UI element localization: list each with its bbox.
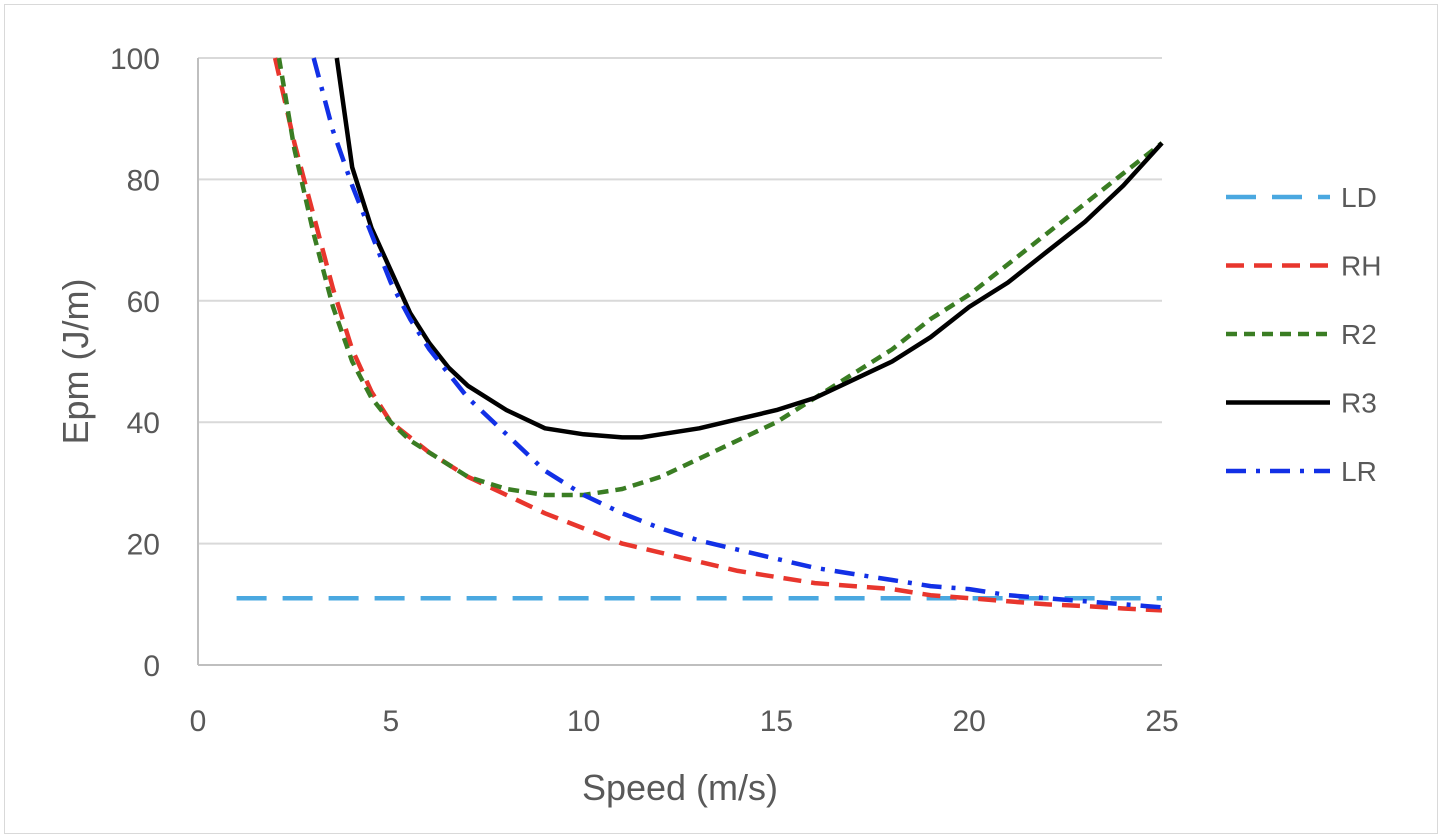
gridlines — [198, 57, 1162, 545]
y-tick-label: 0 — [143, 650, 160, 683]
legend-label-r2: R2 — [1341, 319, 1377, 350]
legend-label-rh: RH — [1341, 251, 1381, 282]
x-tick-label: 5 — [382, 705, 399, 738]
legend: LD RH R2 R3 LR — [1226, 182, 1381, 487]
x-tick-label: 20 — [953, 705, 986, 738]
axes — [197, 58, 1162, 666]
x-tick-label: 25 — [1145, 705, 1178, 738]
series-lines — [236, 57, 1164, 613]
y-axis-title: Epm (J/m) — [55, 279, 96, 445]
x-tick-label: 0 — [190, 705, 207, 738]
series-line-rh — [272, 57, 1163, 613]
legend-label-ld: LD — [1341, 182, 1377, 213]
x-tick-label: 15 — [760, 705, 793, 738]
series-line-r2 — [276, 57, 1164, 498]
x-tick-label: 10 — [567, 705, 600, 738]
y-tick-label: 100 — [110, 43, 160, 76]
legend-label-r3: R3 — [1341, 388, 1377, 419]
x-axis-title: Speed (m/s) — [582, 767, 778, 808]
series-line-lr — [311, 57, 1163, 610]
y-tick-label: 20 — [127, 529, 160, 562]
legend-label-lr: LR — [1341, 456, 1377, 487]
y-tick-label: 40 — [127, 407, 160, 440]
y-tick-label: 80 — [127, 164, 160, 197]
tick-labels: 0 20 40 60 80 100 0 5 10 15 20 25 — [110, 43, 1179, 738]
chart-frame — [4, 4, 1438, 834]
series-line-r3 — [334, 57, 1164, 440]
y-tick-label: 60 — [127, 286, 160, 319]
